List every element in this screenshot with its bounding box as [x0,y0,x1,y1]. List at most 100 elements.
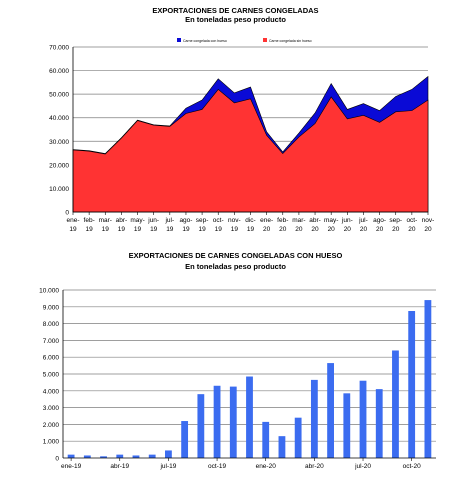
top-x-tick-label-month: abr- [116,217,128,224]
bottom-y-tick-label: 1.000 [43,439,60,446]
top-x-tick-label-year: 19 [69,226,77,233]
bottom-x-tick-label: ene-20 [256,463,277,470]
bar-ene-20 [262,421,270,458]
bar-oct-19 [213,385,221,458]
bottom-x-tick-label: abr-20 [305,463,324,470]
bar-sep-20 [392,350,399,458]
top-x-tick-label-year: 19 [166,226,174,233]
top-y-tick-label: 30.000 [49,139,69,146]
bottom-y-tick-label: 9.000 [43,304,60,311]
top-x-tick-label-month: jun- [341,217,353,224]
top-x-tick-label-year: 20 [408,226,416,233]
top-y-tick-label: 10.000 [49,186,69,193]
top-x-tick-label-year: 19 [118,226,126,233]
bar-may-19 [132,455,140,458]
bottom-x-tick-label: oct-19 [208,463,226,470]
top-x-tick-label-year: 20 [279,226,287,233]
bar-feb-20 [278,436,286,458]
top-x-tick-label-month: jul- [164,217,174,224]
top-x-tick-label-month: mar- [292,217,305,224]
top-chart-title: EXPORTACIONES DE CARNES CONGELADAS [152,6,319,15]
top-y-tick-label: 20.000 [49,162,69,169]
bottom-y-tick-label: 7.000 [43,338,60,345]
top-x-tick-label-month: nov- [228,217,241,224]
legend-swatch-sin-hueso [263,38,267,42]
top-x-tick-label-month: mar- [99,217,112,224]
legend-swatch-con-hueso [177,38,181,42]
bottom-y-tick-label: 8.000 [43,321,60,328]
top-x-tick-label-year: 20 [263,226,271,233]
top-x-tick-label-year: 19 [182,226,190,233]
top-x-tick-label-month: ene- [66,217,79,224]
top-x-tick-label-year: 20 [311,226,319,233]
bar-nov-19 [229,386,237,458]
top-x-tick-label-year: 19 [215,226,223,233]
bottom-x-tick-label: ene-19 [61,463,82,470]
top-x-tick-label-year: 19 [198,226,206,233]
top-y-tick-label: 60.000 [49,68,69,75]
top-x-tick-label-year: 20 [344,226,352,233]
top-x-tick-label-month: feb- [84,217,95,224]
top-x-tick-label-month: jun- [147,217,159,224]
top-x-tick-label-year: 19 [134,226,142,233]
bar-oct-20 [408,311,416,458]
bottom-x-tick-label: abr-19 [110,463,129,470]
top-x-tick-label-month: dic- [245,217,255,224]
top-x-tick-label-year: 19 [247,226,255,233]
top-x-tick-label-month: nov- [422,217,435,224]
top-y-tick-label: 40.000 [49,115,69,122]
top-x-tick-label-month: ene- [260,217,273,224]
top-y-tick-label: 70.000 [49,45,69,52]
top-x-tick-label-month: oct- [213,217,224,224]
bottom-y-tick-label: 4.000 [43,388,60,395]
legend-label-sin-hueso: Carne congelada sin hueso [269,39,312,43]
bar-abr-20 [310,379,318,458]
bar-dic-19 [246,376,253,458]
top-x-tick-label-year: 20 [376,226,384,233]
bar-mar-19 [100,456,107,458]
top-x-tick-label-month: feb- [277,217,288,224]
bottom-y-tick-label: 3.000 [43,405,60,412]
top-series-sin-hueso-area [72,89,429,213]
top-x-tick-label-month: abr- [309,217,321,224]
top-x-tick-label-year: 19 [86,226,94,233]
top-y-tick-label: 50.000 [49,92,69,99]
top-x-tick-label-year: 19 [231,226,239,233]
bar-may-20 [327,363,334,458]
bar-abr-19 [116,454,124,458]
bar-feb-19 [83,455,91,458]
bottom-x-tick-label: jul-19 [159,463,176,470]
top-x-tick-label-year: 20 [295,226,303,233]
bottom-y-tick-label: 5.000 [43,372,60,379]
bar-ago-20 [375,389,383,458]
top-x-tick-label-month: ago- [179,217,192,224]
top-x-tick-label-month: jul- [358,217,368,224]
bottom-x-tick-label: oct-20 [403,463,421,470]
top-x-tick-label-month: oct- [406,217,417,224]
bar-jul-20 [359,380,367,458]
top-x-tick-label-month: sep- [389,217,402,224]
bottom-chart-title: EXPORTACIONES DE CARNES CONGELADAS CON H… [128,251,343,260]
bottom-y-tick-label: 0 [55,456,59,463]
top-x-tick-label-month: may- [130,217,144,224]
bar-jul-19 [165,450,172,458]
bar-mar-20 [294,417,302,458]
top-x-tick-label-year: 20 [328,226,336,233]
top-x-tick-label-year: 20 [392,226,400,233]
top-x-tick-label-year: 20 [424,226,432,233]
bar-sep-19 [197,394,205,458]
bottom-y-tick-label: 10.000 [39,288,59,295]
top-x-tick-label-year: 19 [102,226,110,233]
top-chart-subtitle: En toneladas peso producto [185,15,286,24]
bar-ago-19 [181,421,189,458]
bar-jun-20 [343,393,351,458]
top-y-tick-label: 0 [65,210,69,217]
bottom-x-tick-label: jul-20 [354,463,371,470]
bottom-chart-subtitle: En toneladas peso producto [185,262,286,271]
bar-ene-19 [67,454,75,458]
top-x-tick-label-year: 19 [150,226,158,233]
legend-label-con-hueso: Carne congelada con hueso [183,39,227,43]
top-x-tick-label-year: 20 [360,226,368,233]
bottom-y-tick-label: 2.000 [43,422,60,429]
